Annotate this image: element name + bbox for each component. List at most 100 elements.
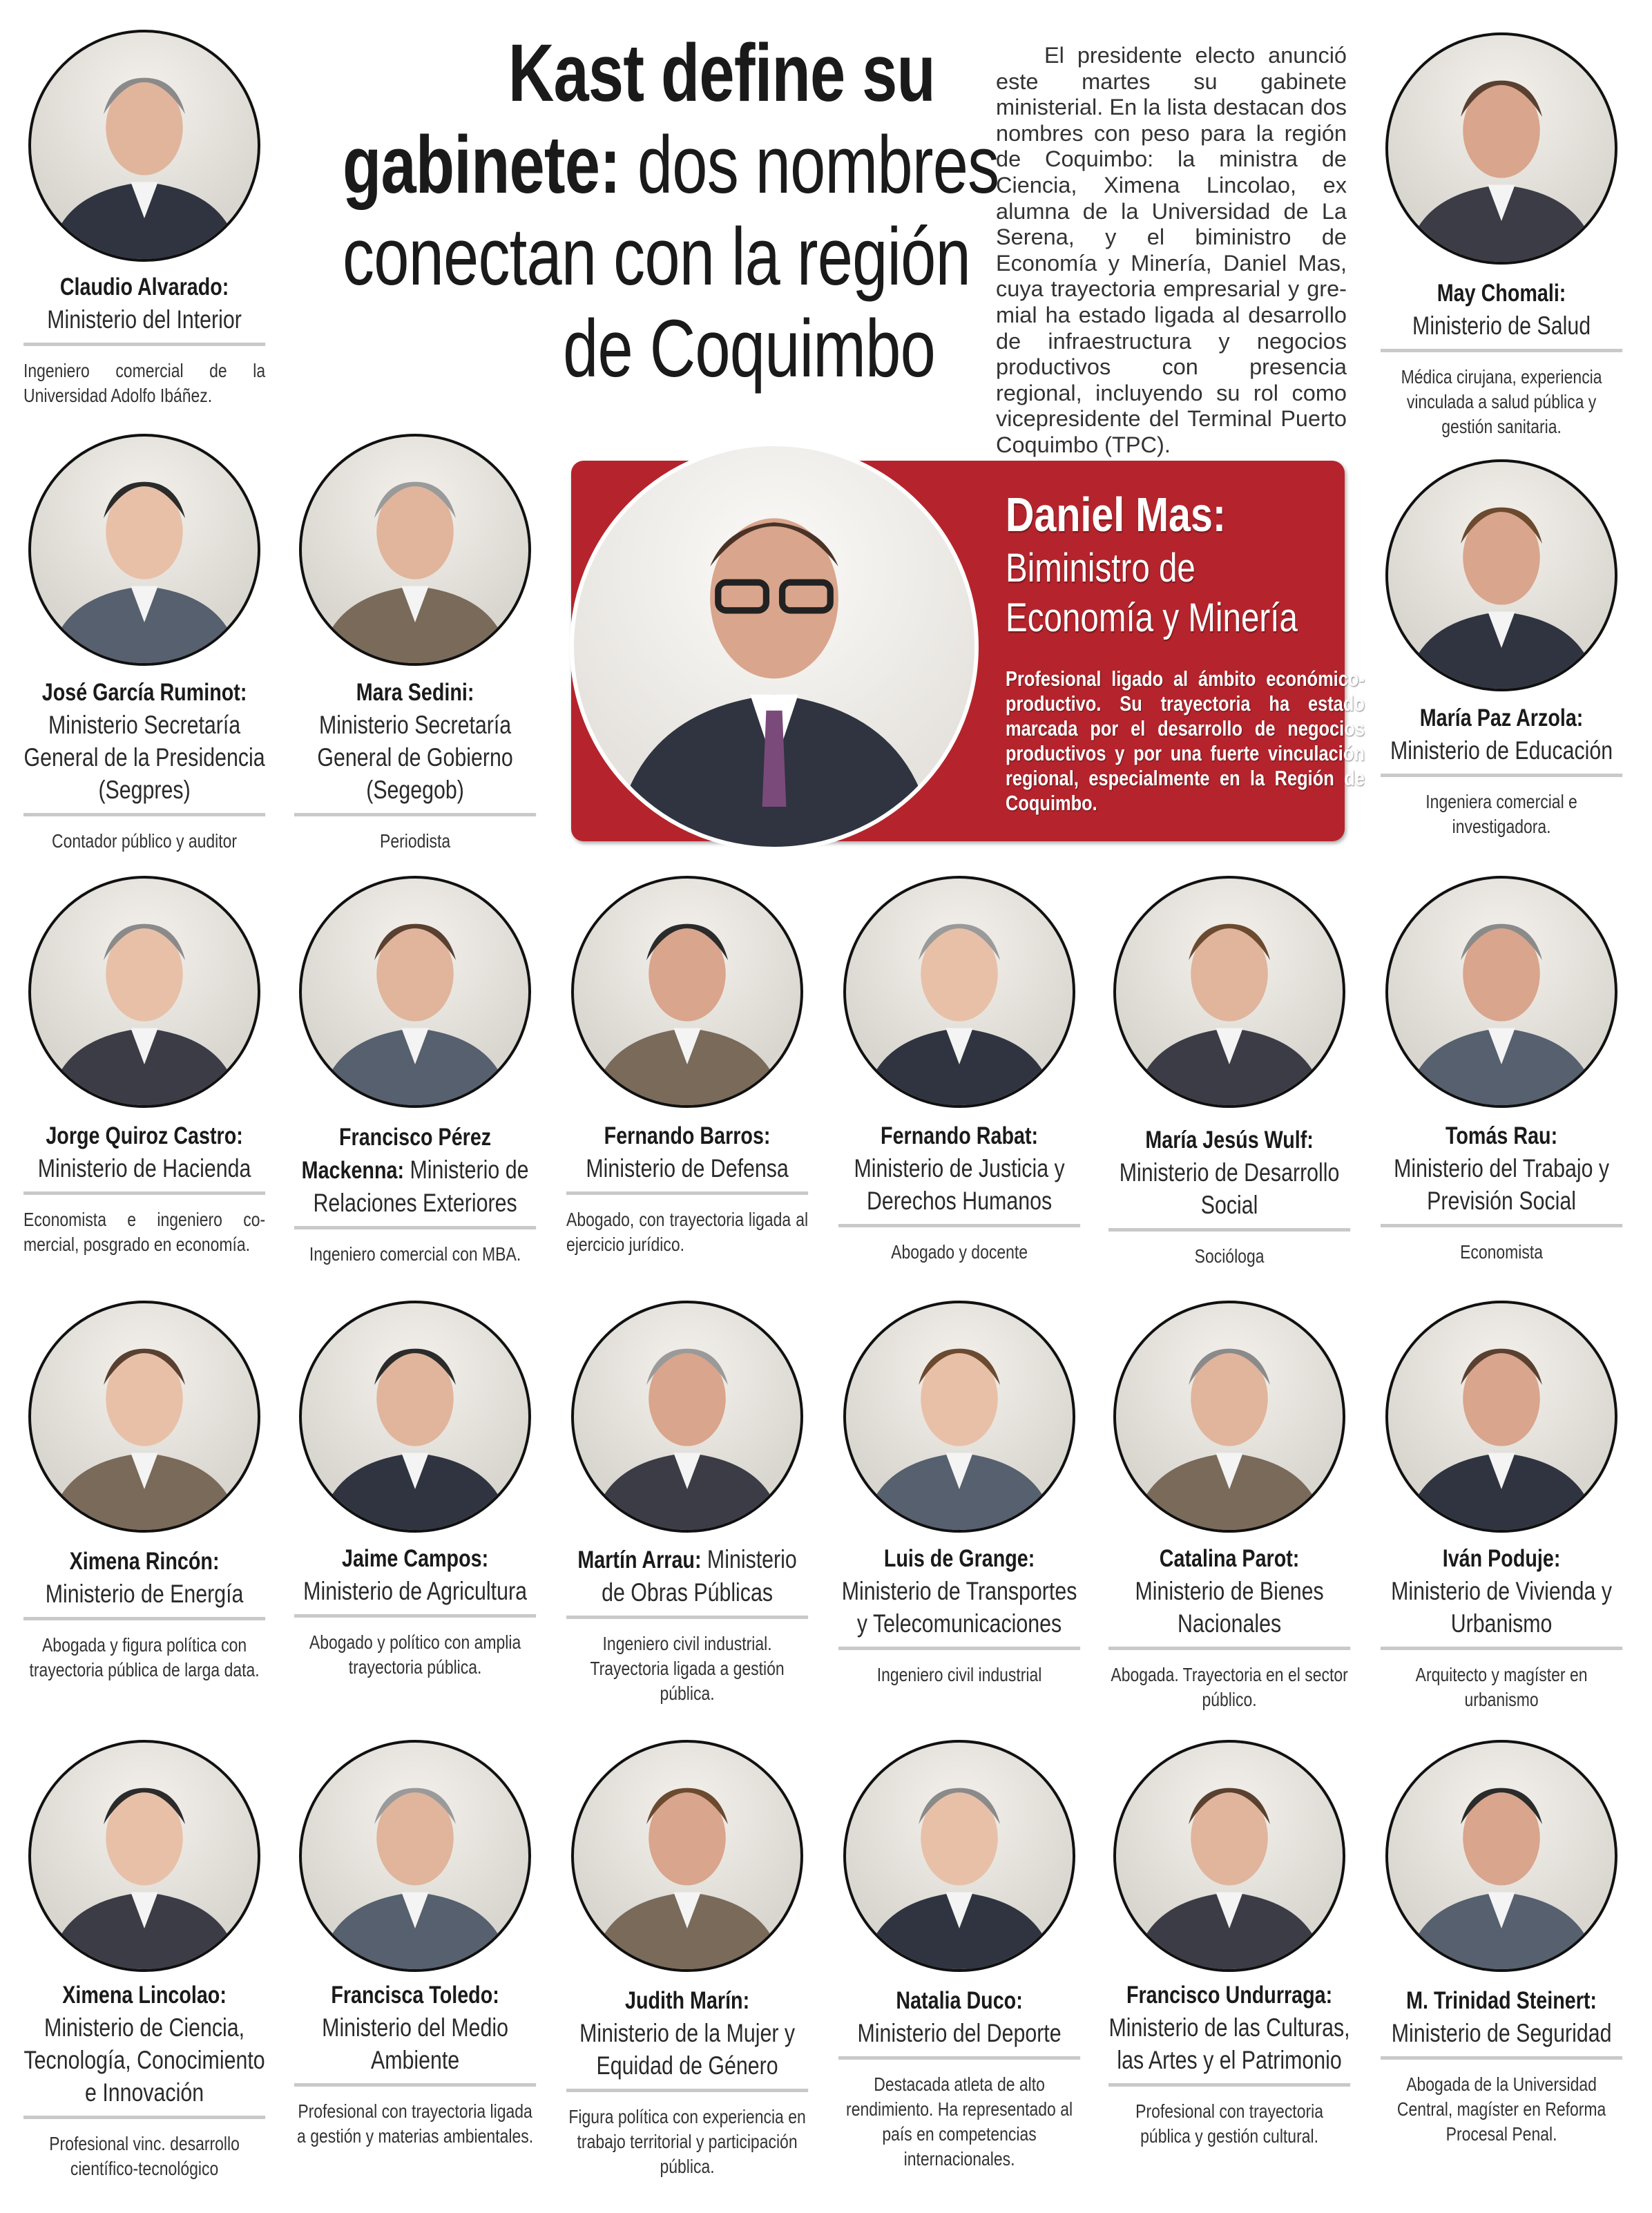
minister-card: María Jesús Wulf: Ministerio de Desarroll…: [1108, 1124, 1351, 1269]
minister-card: Luis de Grange: Ministerio de Transportes…: [838, 1543, 1081, 1687]
minister-ministry: Ministerio de Seguridad: [1381, 2017, 1623, 2060]
minister-caption: Ingeniero comercial de la Universidad Ad…: [23, 360, 266, 406]
minister-name: Luis de Grange:: [883, 1545, 1035, 1572]
minister-name: Fernando Rabat:: [881, 1122, 1039, 1149]
minister-caption: Profesional vinc. desarrollo científico-…: [49, 2133, 240, 2179]
minister-caption: Abogado, con trayectoria li­gada al ejer…: [566, 1209, 809, 1255]
minister-card: Claudio Alvarado: Ministerio del Interior…: [23, 271, 266, 408]
minister-name: Claudio Alvarado:: [59, 274, 229, 300]
minister-caption: Abogado y docente: [891, 1241, 1028, 1263]
minister-name: May Chomali:: [1437, 280, 1566, 307]
minister-name: Martín Arrau:: [577, 1546, 702, 1573]
portrait-photo: [1385, 32, 1617, 265]
portrait-photo: [571, 1301, 803, 1533]
minister-caption: Socióloga: [1194, 1245, 1265, 1267]
minister-name: Jaime Campos:: [341, 1545, 489, 1572]
minister-caption: Arquitecto y magíster en urbanismo: [1415, 1664, 1588, 1710]
minister-name: Catalina Parot:: [1159, 1545, 1300, 1572]
portrait-photo: [1113, 1740, 1345, 1972]
portrait-photo: [843, 1301, 1075, 1533]
portrait-photo: [299, 1740, 531, 1972]
minister-ministry: Ministerio del Deporte: [838, 2017, 1081, 2060]
portrait-photo: [571, 876, 803, 1108]
minister-caption: Economista e ingeniero co­mercial, posgr…: [23, 1209, 266, 1255]
minister-caption: Ingeniero civil industrial: [876, 1664, 1042, 1685]
headline: Kast define su gabinete: dos nombres con…: [175, 28, 999, 395]
minister-card: José García Ruminot: Ministerio Secretarí…: [23, 677, 266, 854]
minister-caption: Médica cirujana, experien­cia vinculada …: [1401, 366, 1602, 437]
minister-name: Mara Sedini:: [356, 679, 474, 706]
minister-card: Tomás Rau: Ministerio del Trabajo y Previ…: [1381, 1120, 1623, 1265]
minister-caption: Abogada. Trayectoria en el sector públic…: [1111, 1664, 1348, 1710]
minister-ministry: Ministerio de Defensa: [566, 1152, 809, 1195]
minister-name: Tomás Rau:: [1446, 1122, 1558, 1149]
minister-name: Francisco Undurraga:: [1126, 1982, 1333, 2009]
minister-caption: Economista: [1460, 1241, 1544, 1263]
portrait-photo: [28, 30, 260, 262]
minister-name: Jorge Quiroz Castro:: [46, 1122, 243, 1149]
minister-ministry: Ministerio de Agricultura: [294, 1575, 537, 1618]
portrait-photo: [1385, 1740, 1617, 1972]
minister-name: Ximena Lincolao:: [62, 1982, 227, 2009]
minister-card: May Chomali: Ministerio de Salud Médica ci…: [1381, 278, 1623, 439]
minister-card: Judith Marín: Ministerio de la Mujer y Eq…: [566, 1985, 809, 2179]
intro-paragraph: El presidente electo anunció este martes…: [996, 43, 1347, 457]
minister-ministry: Ministerio del Trabajo y Previsión Socia…: [1381, 1152, 1623, 1227]
featured-portrait-photo: [570, 442, 979, 851]
minister-ministry: Ministerio de Ciencia, Tecnología, Conoc…: [23, 2011, 266, 2119]
minister-ministry: Ministerio Secretaría General de Gobiern…: [294, 709, 537, 816]
portrait-photo: [28, 1301, 260, 1533]
minister-card: Fernando Rabat: Ministerio de Justicia y …: [838, 1120, 1081, 1265]
featured-role: Biministro de Economía y Minería: [1006, 546, 1298, 640]
minister-card: Martín Arrau: Ministerio de Obras Públic…: [566, 1543, 809, 1706]
minister-card: Catalina Parot: Ministerio de Bienes Naci…: [1108, 1543, 1351, 1712]
portrait-photo: [28, 876, 260, 1108]
minister-caption: Ingeniero comercial con MBA.: [309, 1243, 521, 1265]
minister-ministry: Ministerio de las Culturas, las Artes y …: [1108, 2011, 1351, 2087]
minister-name: Francisca Toledo:: [331, 1982, 499, 2009]
portrait-photo: [299, 434, 531, 666]
minister-ministry: Ministerio de Transportes y Telecomunica…: [838, 1575, 1081, 1650]
minister-ministry: Ministerio de Bienes Nacionales: [1108, 1575, 1351, 1650]
minister-name: Ximena Rincón:: [69, 1548, 220, 1575]
minister-card: M. Trinidad Steinert: Ministerio de Segur…: [1381, 1985, 1623, 2147]
minister-card: Natalia Duco: Ministerio del Deporte Desta…: [838, 1985, 1081, 2172]
minister-ministry: Ministerio de Desarrollo Social: [1108, 1156, 1351, 1232]
minister-name: María Jesús Wulf:: [1145, 1127, 1314, 1153]
minister-caption: Figura política con expe­riencia en trab…: [568, 2106, 806, 2177]
minister-name: José García Ruminot:: [41, 679, 247, 706]
minister-caption: Ingeniera comercial e investigadora.: [1425, 791, 1577, 837]
portrait-photo: [1385, 1301, 1617, 1533]
minister-ministry: Ministerio de Hacienda: [23, 1152, 266, 1195]
portrait-photo: [299, 876, 531, 1108]
portrait-photo: [28, 1740, 260, 1972]
minister-name: Judith Marín:: [624, 1987, 750, 2014]
portrait-photo: [843, 876, 1075, 1108]
portrait-photo: [1113, 876, 1345, 1108]
minister-name: Francisco Pérez Mackenna:: [301, 1124, 492, 1184]
featured-minister-text: Daniel Mas: Biministro de Economía y Mine…: [1006, 487, 1365, 816]
minister-caption: Ingeniero civil industrial. Trayectoria …: [590, 1633, 785, 1704]
featured-name: Daniel Mas:: [1006, 488, 1226, 542]
minister-ministry: Ministerio de Energía: [23, 1578, 266, 1620]
portrait-photo: [843, 1740, 1075, 1972]
minister-card: Francisco Pérez Mackenna: Ministerio de …: [294, 1120, 537, 1267]
headline-line-4: de Coquimbo: [563, 303, 936, 394]
minister-name: M. Trinidad Steinert:: [1406, 1987, 1597, 2014]
minister-name: Fernando Barros:: [604, 1122, 771, 1149]
minister-name: Natalia Duco:: [896, 1987, 1023, 2014]
minister-ministry: Ministerio de la Mujer y Equidad de Géne…: [566, 2017, 809, 2092]
minister-card: Fernando Barros: Ministerio de Defensa Abo…: [566, 1120, 809, 1257]
minister-card: Jorge Quiroz Castro: Ministerio de Hacien…: [23, 1120, 266, 1257]
minister-card: Francisca Toledo: Ministerio del Medio Am…: [294, 1980, 537, 2149]
headline-line-2: gabinete: dos nombres: [343, 119, 999, 211]
minister-ministry: Ministerio del Interior: [23, 303, 266, 346]
minister-ministry: Francisco Pérez Mackenna: Ministerio de …: [294, 1120, 537, 1229]
minister-ministry: Martín Arrau: Ministerio de Obras Públic…: [566, 1543, 809, 1619]
portrait-photo: [571, 1740, 803, 1972]
minister-card: Ximena Rincón: Ministerio de Energía Aboga…: [23, 1546, 266, 1683]
minister-caption: Abogada de la Universidad Central, magís…: [1396, 2073, 1606, 2145]
headline-line-3: conectan con la región: [343, 211, 971, 303]
minister-ministry: Ministerio de Salud: [1381, 309, 1623, 352]
minister-ministry: Ministerio Secretaría General de la Pres…: [23, 709, 266, 816]
